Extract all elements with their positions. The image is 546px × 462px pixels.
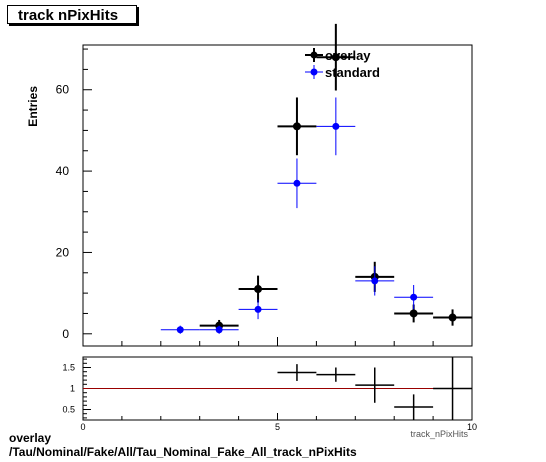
data-point [215, 326, 223, 334]
data-point [371, 277, 379, 285]
data-point [410, 293, 418, 301]
legend-marker [310, 51, 318, 59]
data-point [409, 309, 418, 318]
ratio-y-tick-label: 0.5 [62, 405, 75, 415]
y-tick-label: 0 [62, 327, 69, 341]
footer-line-1: overlay [9, 431, 52, 445]
legend-label: overlay [325, 48, 371, 63]
y-tick-label: 20 [56, 245, 70, 259]
data-point [332, 122, 340, 130]
y-tick-label: 60 [56, 83, 70, 97]
chart-title: track nPixHits [7, 5, 137, 24]
footer-line-2: /Tau/Nominal/Fake/All/Tau_Nominal_Fake_A… [9, 445, 357, 459]
y-tick-label: 40 [56, 164, 70, 178]
data-point [331, 53, 340, 62]
y-axis-label: Entries [26, 86, 40, 127]
ratio-y-tick-label: 1 [70, 384, 75, 394]
data-point [254, 285, 263, 294]
legend-label: standard [325, 65, 380, 80]
data-point [176, 326, 184, 334]
ratio-x-tick-label: 10 [467, 422, 477, 432]
footer-caption: overlay /Tau/Nominal/Fake/All/Tau_Nomina… [9, 431, 357, 459]
x-axis-label: track_nPixHits [410, 429, 468, 439]
data-point [448, 313, 457, 322]
ratio-x-tick-label: 5 [275, 422, 280, 432]
ratio-y-tick-label: 1.5 [62, 363, 75, 373]
data-point [292, 122, 301, 131]
data-point [293, 179, 301, 187]
ratio-x-tick-label: 0 [80, 422, 85, 432]
legend-marker [310, 68, 318, 76]
data-point [254, 305, 262, 313]
